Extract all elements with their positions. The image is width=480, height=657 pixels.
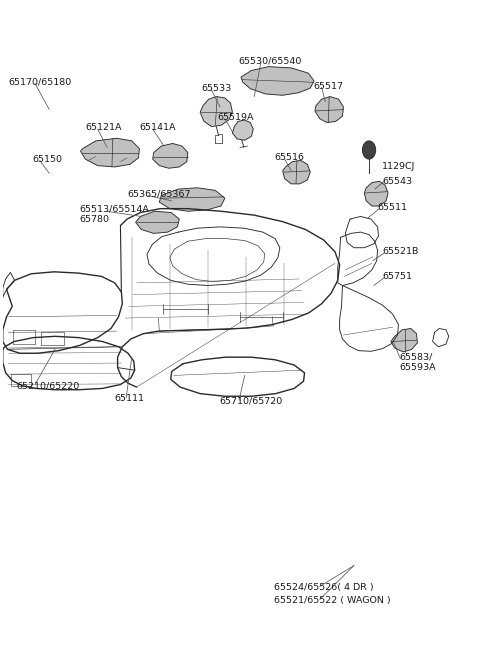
Text: 65521/65522 ( WAGON ): 65521/65522 ( WAGON ) [274,597,391,605]
Polygon shape [241,66,314,95]
Circle shape [362,141,376,159]
Text: 65583/: 65583/ [399,353,433,361]
Polygon shape [159,188,225,212]
Polygon shape [364,181,388,206]
Text: 65524/65526( 4 DR ): 65524/65526( 4 DR ) [274,583,374,592]
Text: 65533: 65533 [201,84,231,93]
Text: 65111: 65111 [115,394,145,403]
Text: 65141A: 65141A [139,124,176,132]
Polygon shape [81,138,139,167]
Text: 65170/65180: 65170/65180 [9,78,72,87]
Text: 65519A: 65519A [217,113,254,122]
Polygon shape [283,160,310,184]
Text: 65710/65720: 65710/65720 [219,397,282,406]
Polygon shape [315,97,343,123]
Text: 65780: 65780 [80,215,109,223]
Text: 65210/65220: 65210/65220 [16,381,79,390]
Text: 65511: 65511 [378,203,408,212]
Text: 65513/65514A: 65513/65514A [80,204,149,213]
Text: 1129CJ: 1129CJ [383,162,416,171]
Text: 65150: 65150 [32,154,62,164]
Text: 65521B: 65521B [383,247,419,256]
Text: 65751: 65751 [383,272,412,281]
Text: 65121A: 65121A [86,124,122,132]
Text: 65516: 65516 [274,153,304,162]
Text: 65593A: 65593A [399,363,436,372]
Polygon shape [136,212,179,233]
Polygon shape [391,328,418,352]
Text: 65530/65540: 65530/65540 [238,57,301,66]
Polygon shape [153,143,188,168]
Text: 65517: 65517 [313,81,343,91]
Polygon shape [232,120,253,140]
Polygon shape [200,97,232,127]
Text: 65543: 65543 [383,177,412,186]
Text: 65365/65367: 65365/65367 [127,190,191,199]
